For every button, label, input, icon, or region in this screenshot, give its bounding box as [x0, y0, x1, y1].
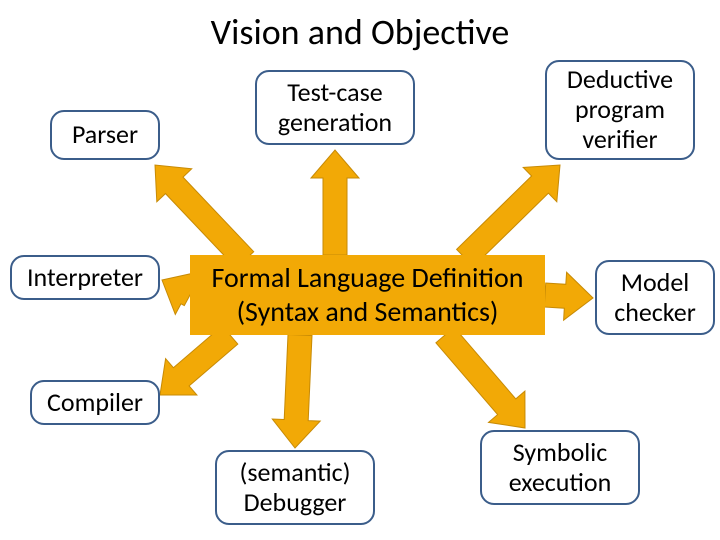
arrow-to-deductive: [457, 165, 560, 267]
node-compiler: Compiler: [30, 380, 160, 425]
node-label-symbolic: Symbolicexecution: [509, 438, 612, 498]
node-parser: Parser: [50, 110, 160, 160]
center-box: Formal Language Definition(Syntax and Se…: [190, 255, 545, 335]
node-deductive: Deductiveprogramverifier: [545, 60, 695, 160]
node-label-deductive: Deductiveprogramverifier: [567, 65, 673, 155]
center-label: Formal Language Definition(Syntax and Se…: [212, 261, 524, 328]
arrow-to-symbolic: [436, 327, 525, 428]
node-label-compiler: Compiler: [47, 388, 143, 418]
node-label-debugger: (semantic)Debugger: [240, 458, 351, 518]
node-testcase: Test-casegeneration: [255, 70, 415, 145]
node-interpreter: Interpreter: [10, 255, 160, 300]
node-debugger: (semantic)Debugger: [215, 450, 375, 525]
node-modelchecker: Modelchecker: [595, 260, 715, 335]
page-title: Vision and Objective: [0, 10, 720, 54]
node-label-interpreter: Interpreter: [27, 263, 143, 293]
arrow-to-compiler: [160, 326, 238, 395]
arrow-to-modelchecker: [544, 272, 593, 320]
node-label-modelchecker: Modelchecker: [614, 268, 696, 328]
node-symbolic: Symbolicexecution: [480, 430, 640, 505]
arrow-to-testcase: [311, 150, 359, 255]
arrow-to-parser: [155, 165, 254, 268]
node-label-parser: Parser: [72, 120, 138, 150]
arrow-to-debugger: [272, 335, 320, 449]
node-label-testcase: Test-casegeneration: [278, 78, 392, 138]
